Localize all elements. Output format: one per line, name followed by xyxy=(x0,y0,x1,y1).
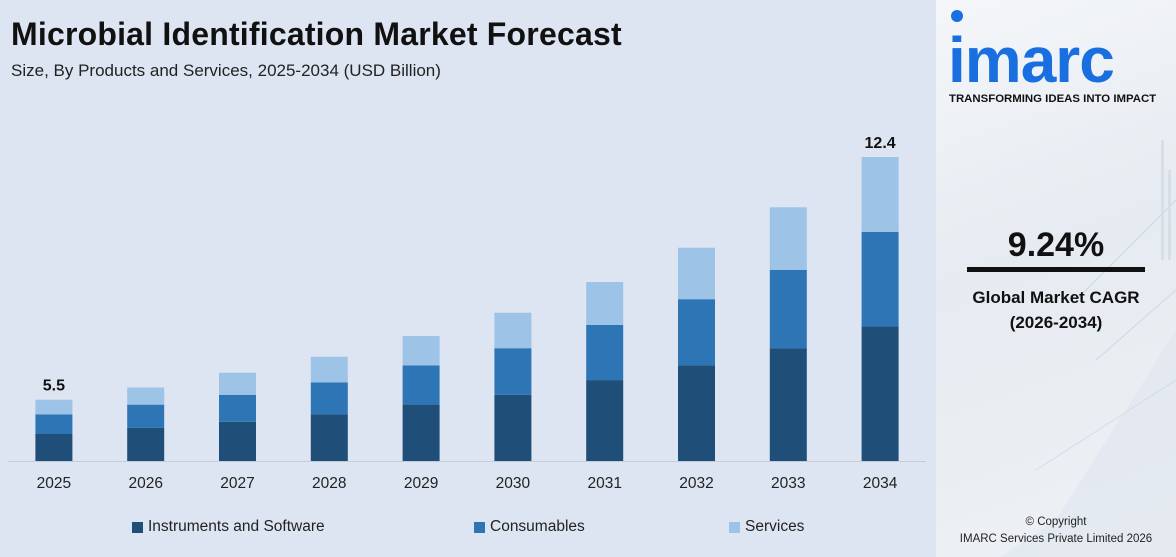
stacked-bar-chart: 2025 2026 2027 2028 2029 2030 2031 2032 2033 2034… xyxy=(8,135,926,492)
legend-swatch xyxy=(474,521,485,533)
x-tick-label: 2032 xyxy=(679,475,713,492)
total-data-label: 5.5 xyxy=(43,378,65,395)
bar-segment-instruments-2033 xyxy=(769,348,807,461)
chart-subtitle: Size, By Products and Services, 2025-203… xyxy=(11,61,441,80)
cagr-value: 9.24% xyxy=(1007,226,1105,264)
bar-segment-instruments-2027 xyxy=(219,421,256,461)
bar-segment-consumables-2026 xyxy=(127,404,165,428)
legend-swatch xyxy=(132,521,143,533)
bar-segment-instruments-2025 xyxy=(35,434,73,461)
bar-segment-services-2033 xyxy=(769,207,807,270)
bar-segment-services-2032 xyxy=(678,247,715,300)
x-tick-label: 2031 xyxy=(587,475,621,492)
chart-title: Microbial Identification Market Forecast xyxy=(11,16,622,52)
legend-item-instruments: Instruments and Software xyxy=(132,518,325,536)
bar-segment-instruments-2029 xyxy=(402,404,440,461)
logo-wordmark: imarc xyxy=(948,24,1115,96)
bar-segment-instruments-2028 xyxy=(310,414,348,461)
bar-segment-instruments-2031 xyxy=(586,380,624,461)
legend-label: Services xyxy=(745,518,805,535)
bar-segment-services-2026 xyxy=(127,387,165,405)
legend-item-consumables: Consumables xyxy=(474,518,585,536)
bar-segment-services-2030 xyxy=(494,312,532,349)
logo-dot-icon xyxy=(951,10,963,22)
x-tick-label: 2028 xyxy=(312,475,346,492)
x-tick-label: 2029 xyxy=(404,475,438,492)
imarc-logo: imarc TRANSFORMING IDEAS INTO IMPACT xyxy=(948,10,1176,110)
bar-segment-services-2027 xyxy=(219,372,256,395)
bar-segment-services-2034 xyxy=(861,157,899,232)
bar-segment-services-2028 xyxy=(310,356,348,383)
logo-tagline: TRANSFORMING IDEAS INTO IMPACT xyxy=(949,93,1157,105)
legend-swatch xyxy=(729,521,740,533)
total-data-label: 12.4 xyxy=(865,135,896,152)
legend-label: Consumables xyxy=(490,518,585,535)
x-tick-label: 2026 xyxy=(128,475,162,492)
bar-segment-consumables-2030 xyxy=(494,348,532,395)
bar-segment-consumables-2033 xyxy=(769,269,807,349)
legend-item-services: Services xyxy=(729,518,804,536)
bar-segment-consumables-2032 xyxy=(678,299,715,366)
bar-segment-consumables-2025 xyxy=(35,414,73,434)
bar-segment-services-2025 xyxy=(35,399,73,415)
copyright-line1: © Copyright xyxy=(1025,516,1087,528)
bar-segment-services-2031 xyxy=(586,282,624,325)
copyright-notice: © Copyright IMARC Services Private Limit… xyxy=(936,514,1176,548)
copyright-line2: IMARC Services Private Limited 2026 xyxy=(959,533,1153,545)
background-decoration xyxy=(1000,120,1176,557)
cagr-label: Global Market CAGR (2026-2034) xyxy=(936,285,1176,335)
x-tick-label: 2034 xyxy=(863,475,898,492)
bar-segment-services-2029 xyxy=(402,336,440,366)
bar-segment-consumables-2027 xyxy=(219,394,256,422)
x-tick-label: 2030 xyxy=(496,475,531,492)
bar-segment-instruments-2034 xyxy=(861,326,899,461)
bar-segment-consumables-2034 xyxy=(861,231,899,327)
bar-segment-instruments-2030 xyxy=(494,394,532,461)
x-tick-label: 2025 xyxy=(37,475,71,492)
bar-segment-consumables-2031 xyxy=(586,324,624,381)
legend-label: Instruments and Software xyxy=(148,518,325,535)
sidebar-panel: imarc TRANSFORMING IDEAS INTO IMPACT 9.2… xyxy=(936,0,1176,557)
x-tick-label: 2033 xyxy=(771,475,805,492)
cagr-divider xyxy=(967,267,1145,272)
chart-panel: Microbial Identification Market Forecast… xyxy=(0,16,936,540)
cagr-label-line1: Global Market CAGR xyxy=(972,288,1140,307)
x-tick-label: 2027 xyxy=(220,475,254,492)
bar-segment-instruments-2026 xyxy=(127,427,165,461)
bar-segment-consumables-2029 xyxy=(402,365,440,405)
cagr-label-line2: (2026-2034) xyxy=(1009,313,1103,332)
chart-legend: Instruments and Software Consumables Servi… xyxy=(0,518,936,540)
bar-segment-consumables-2028 xyxy=(310,382,348,415)
bar-segment-instruments-2032 xyxy=(678,365,715,461)
